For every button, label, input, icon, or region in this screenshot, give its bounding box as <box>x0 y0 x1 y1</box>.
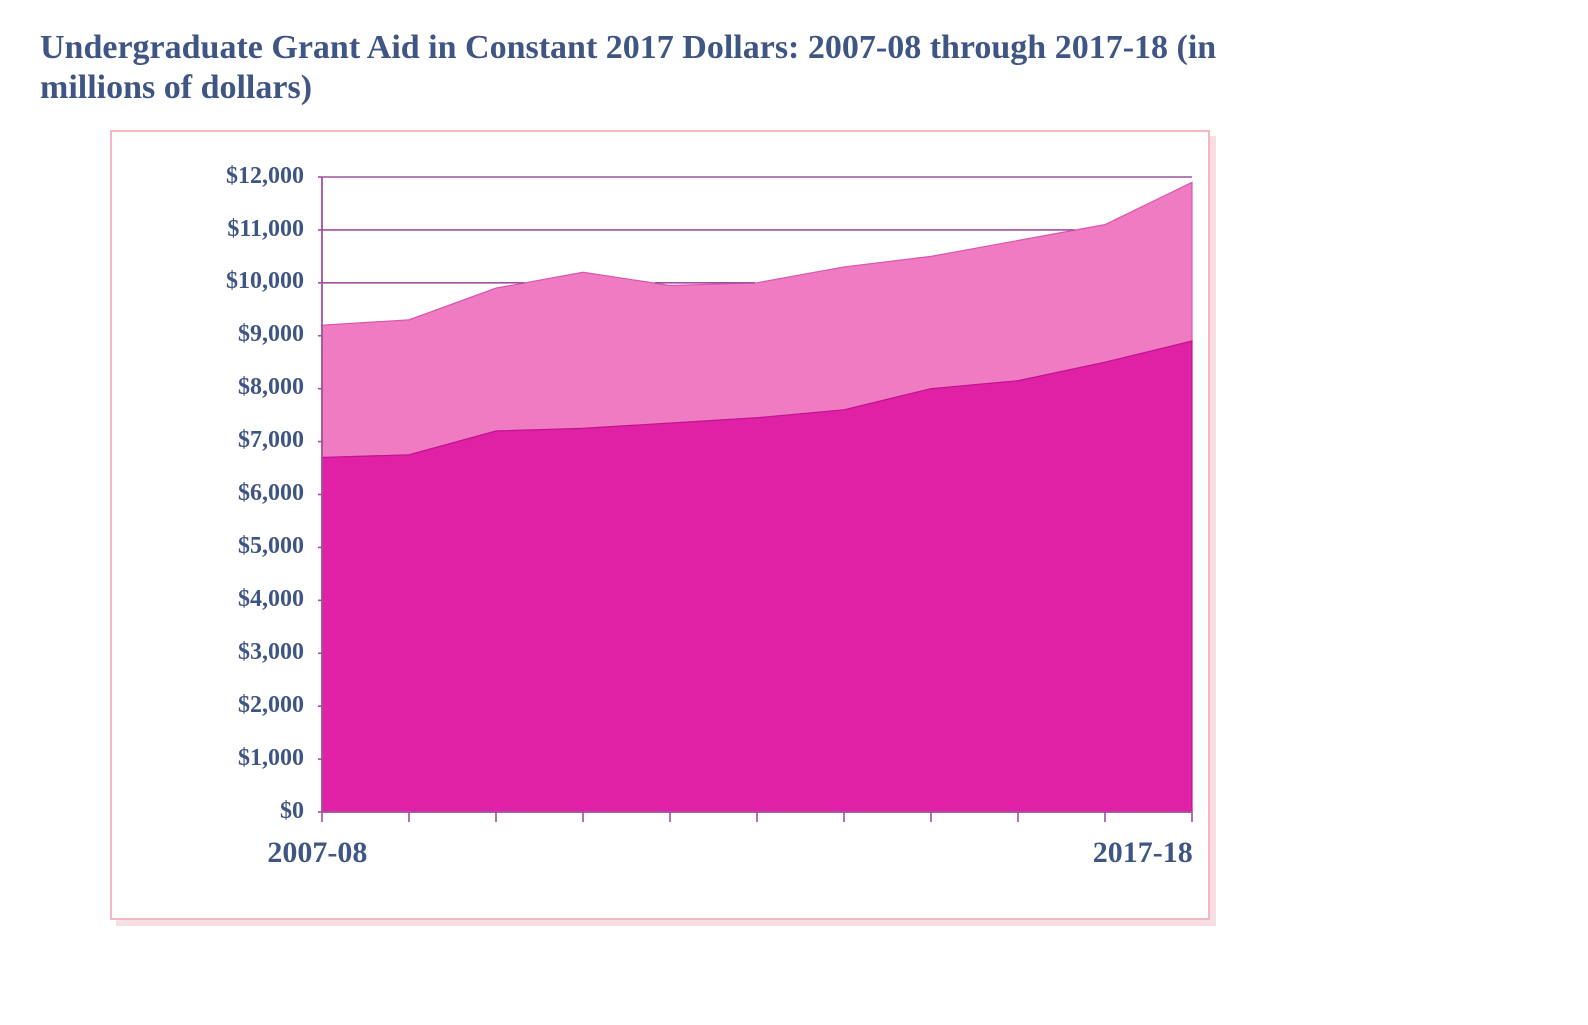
y-axis-tick-label: $12,000 <box>112 163 304 190</box>
x-axis-tick-label: 2017-18 <box>1093 836 1193 870</box>
plot-area <box>322 177 1192 812</box>
chart-page: { "title": { "text": "Undergraduate Gran… <box>0 0 1588 1025</box>
y-axis-tick-label: $3,000 <box>112 639 304 666</box>
chart-title: Undergraduate Grant Aid in Constant 2017… <box>40 28 1288 108</box>
y-axis-tick-label: $11,000 <box>112 216 304 243</box>
y-axis-tick-label: $6,000 <box>112 480 304 507</box>
y-axis-tick-label: $1,000 <box>112 745 304 772</box>
y-axis-tick-label: $4,000 <box>112 586 304 613</box>
area-chart-svg <box>318 173 1196 826</box>
y-axis-tick-label: $8,000 <box>112 374 304 401</box>
y-axis-tick-label: $7,000 <box>112 427 304 454</box>
y-axis-tick-label: $0 <box>112 798 304 825</box>
y-axis-tick-label: $9,000 <box>112 321 304 348</box>
y-axis-tick-label: $10,000 <box>112 268 304 295</box>
chart-card: $0 $1,000 $2,000 $3,000 $4,000 $5,000 $6,000 $7… <box>110 130 1210 920</box>
y-axis-tick-label: $5,000 <box>112 533 304 560</box>
y-axis-tick-label: $2,000 <box>112 692 304 719</box>
x-axis-tick-label: 2007-08 <box>267 836 367 870</box>
